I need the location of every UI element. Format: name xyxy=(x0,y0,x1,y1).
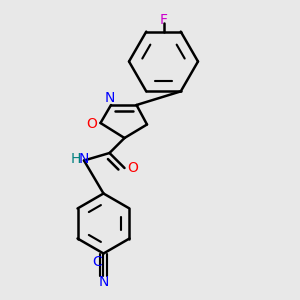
Text: O: O xyxy=(128,161,138,175)
Text: N: N xyxy=(79,152,89,166)
Text: C: C xyxy=(92,255,102,269)
Text: H: H xyxy=(70,152,81,166)
Text: N: N xyxy=(104,91,115,104)
Text: O: O xyxy=(86,118,97,131)
Text: F: F xyxy=(160,13,167,26)
Text: N: N xyxy=(98,275,109,289)
